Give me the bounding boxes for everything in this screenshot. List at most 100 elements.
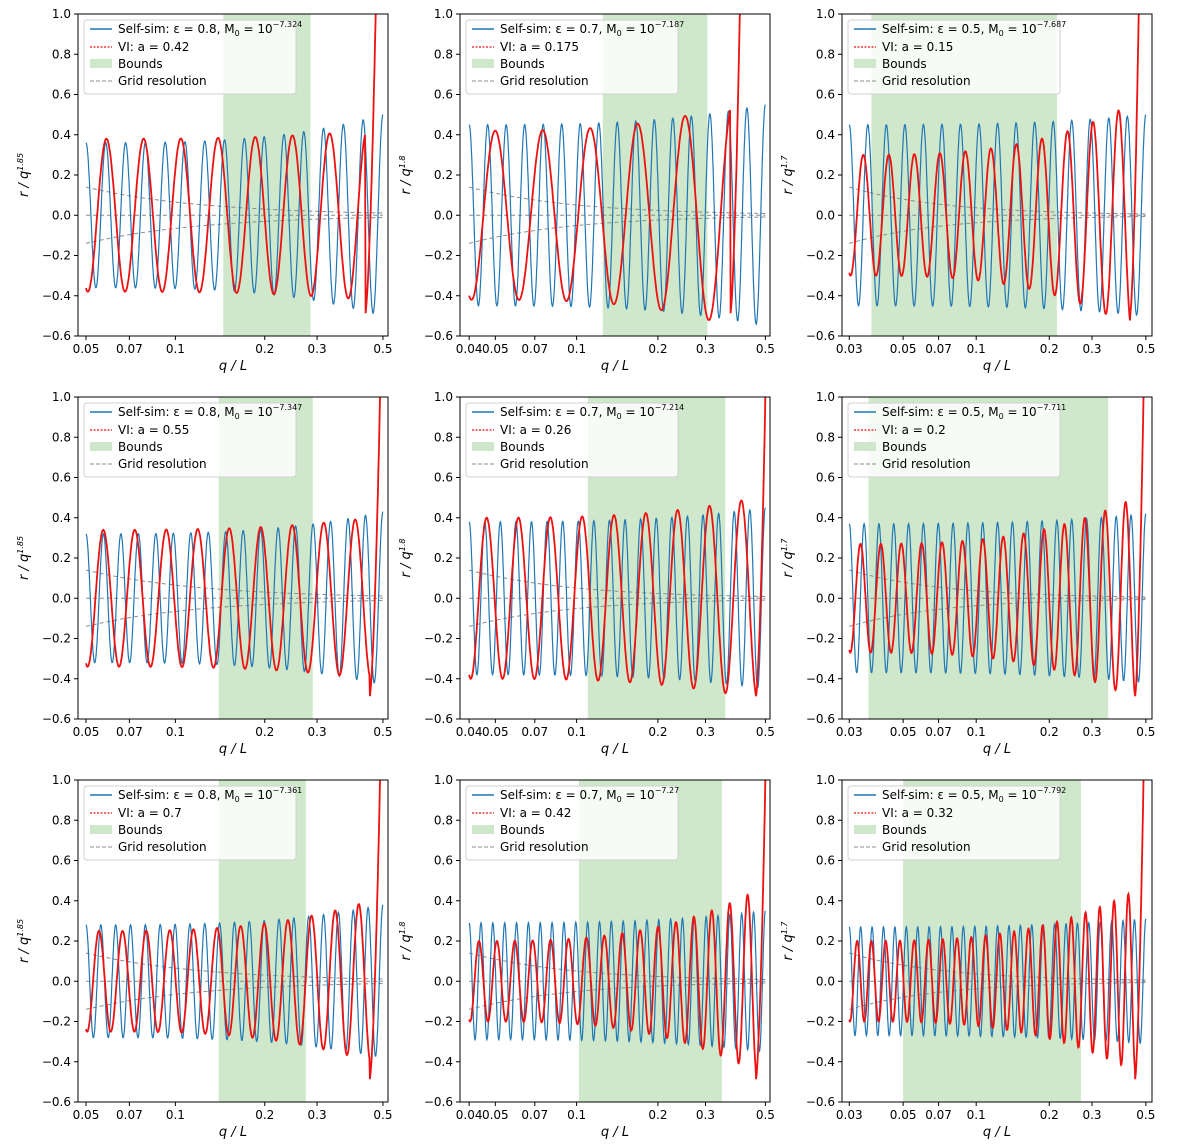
y-axis-label: r / q1.7 <box>780 538 796 578</box>
x-tick-label: 0.3 <box>1082 725 1101 739</box>
y-tick-label: −0.4 <box>42 1055 71 1069</box>
y-tick-label: 0.4 <box>52 894 71 908</box>
y-tick-label: 0.8 <box>52 430 71 444</box>
y-tick-label: 0.2 <box>52 934 71 948</box>
x-axis-label: q / L <box>219 1125 247 1140</box>
x-tick-label: 0.5 <box>756 342 775 356</box>
x-tick-label: 0.2 <box>255 1108 274 1122</box>
x-tick-label: 0.2 <box>648 342 667 356</box>
x-tick-label: 0.05 <box>890 1108 917 1122</box>
y-tick-label: 0.6 <box>816 88 835 102</box>
x-tick-label: 0.03 <box>836 342 863 356</box>
y-tick-label: −0.2 <box>424 632 453 646</box>
y-tick-label: 0.6 <box>434 88 453 102</box>
y-tick-label: −0.4 <box>424 289 453 303</box>
y-tick-label: −0.6 <box>806 1095 835 1109</box>
legend-selfsim-label: Self-sim: ε = 0.8, M0 = 10−7.361 <box>118 786 302 804</box>
legend-box <box>847 785 1061 861</box>
legend-grid-label: Grid resolution <box>500 74 589 88</box>
y-tick-label: −0.6 <box>806 329 835 343</box>
x-tick-label: 0.5 <box>1136 1108 1155 1122</box>
legend-bounds-swatch <box>90 59 112 68</box>
y-tick-label: −0.4 <box>42 672 71 686</box>
y-tick-label: 0.2 <box>434 168 453 182</box>
x-tick-label: 0.1 <box>166 1108 185 1122</box>
y-tick-label: 0.8 <box>816 430 835 444</box>
y-tick-label: −0.6 <box>42 329 71 343</box>
legend-bounds-label: Bounds <box>118 823 163 837</box>
y-tick-label: 0.4 <box>434 128 453 142</box>
vi-line <box>848 397 1145 697</box>
subplot-9: −0.6 −0.4 −0.2 0.0 0.2 0.4 0.6 0.8 1.0 0.03 0.05 0.… <box>780 773 1155 1140</box>
x-tick-label: 0.07 <box>925 342 952 356</box>
x-tick-label: 0.5 <box>756 725 775 739</box>
legend-bounds-label: Bounds <box>500 57 545 71</box>
y-tick-label: 0.2 <box>816 168 835 182</box>
vi-line <box>848 780 1145 1080</box>
y-tick-label: 0.2 <box>52 551 71 565</box>
selfsim-line <box>85 904 384 1057</box>
selfsim-line <box>468 507 766 689</box>
grid-resolution-upper <box>85 569 383 597</box>
subplot-2: −0.6 −0.4 −0.2 0.0 0.2 0.4 0.6 0.8 1.0 0.04 0.05 0.… <box>398 7 775 374</box>
x-tick-label: 0.3 <box>696 725 715 739</box>
y-tick-label: 0.0 <box>52 208 71 222</box>
legend-bounds-label: Bounds <box>118 440 163 454</box>
x-axis-label: q / L <box>983 359 1011 374</box>
y-tick-label: −0.4 <box>424 672 453 686</box>
x-tick-label: 0.3 <box>308 1108 327 1122</box>
x-tick-label: 0.2 <box>1040 725 1059 739</box>
y-tick-label: −0.4 <box>806 1055 835 1069</box>
y-tick-label: 0.0 <box>434 208 453 222</box>
x-axis-label: q / L <box>219 742 247 757</box>
selfsim-line <box>848 513 1147 683</box>
y-tick-label: 0.0 <box>434 591 453 605</box>
legend-vi-label: VI: a = 0.2 <box>882 423 946 437</box>
legend-bounds-label: Bounds <box>882 440 927 454</box>
y-tick-label: 0.4 <box>434 894 453 908</box>
legend-grid-label: Grid resolution <box>500 840 589 854</box>
y-axis-label: r / q1.8 <box>398 156 414 195</box>
y-tick-label: −0.2 <box>424 1015 453 1029</box>
vi-line <box>85 780 381 1080</box>
x-tick-label: 0.3 <box>308 342 327 356</box>
x-tick-label: 0.3 <box>696 1108 715 1122</box>
legend-grid-label: Grid resolution <box>882 74 971 88</box>
y-tick-label: 0.0 <box>434 974 453 988</box>
x-tick-label: 0.5 <box>1136 342 1155 356</box>
y-axis-label: r / q1.7 <box>780 921 796 961</box>
legend-box <box>847 19 1061 95</box>
grid-resolution-lower <box>468 599 766 627</box>
x-tick-label: 0.1 <box>166 725 185 739</box>
y-tick-label: −0.2 <box>424 249 453 263</box>
y-tick-label: −0.2 <box>806 249 835 263</box>
x-tick-label: 0.04 <box>456 725 483 739</box>
x-tick-label: 0.3 <box>1082 342 1101 356</box>
x-tick-label: 0.2 <box>255 342 274 356</box>
y-tick-label: 1.0 <box>434 7 453 21</box>
y-tick-label: 1.0 <box>816 773 835 787</box>
x-tick-label: 0.05 <box>482 725 509 739</box>
x-axis-label: q / L <box>983 1125 1011 1140</box>
legend-bounds-swatch <box>472 442 494 451</box>
y-tick-label: 0.0 <box>52 591 71 605</box>
x-tick-label: 0.2 <box>1040 1108 1059 1122</box>
y-axis-label: r / q1.85 <box>16 919 32 963</box>
legend-vi-label: VI: a = 0.26 <box>500 423 571 437</box>
y-tick-label: −0.4 <box>424 1055 453 1069</box>
y-tick-label: −0.2 <box>806 632 835 646</box>
legend-selfsim-label: Self-sim: ε = 0.7, M0 = 10−7.27 <box>500 786 679 804</box>
x-tick-label: 0.1 <box>967 725 986 739</box>
x-tick-label: 0.05 <box>890 725 917 739</box>
vi-line <box>848 14 1140 321</box>
legend-bounds-label: Bounds <box>882 823 927 837</box>
x-tick-label: 0.1 <box>567 725 586 739</box>
legend-box <box>465 19 679 95</box>
x-axis-label: q / L <box>601 742 629 757</box>
legend-box <box>847 402 1061 478</box>
x-axis-label: q / L <box>601 359 629 374</box>
x-tick-label: 0.5 <box>1136 725 1155 739</box>
legend-grid-label: Grid resolution <box>500 457 589 471</box>
y-tick-label: 0.4 <box>52 511 71 525</box>
y-tick-label: 0.6 <box>816 471 835 485</box>
